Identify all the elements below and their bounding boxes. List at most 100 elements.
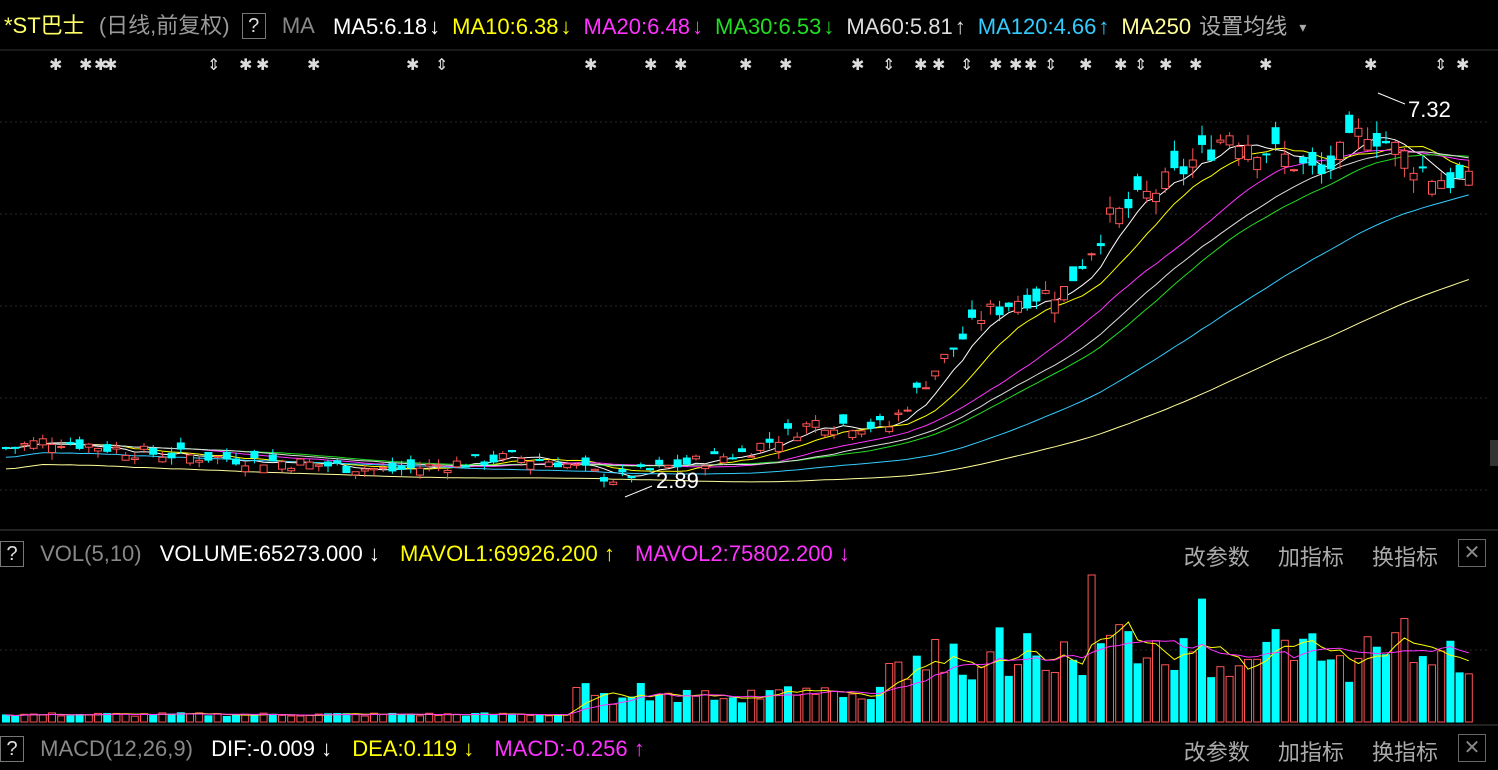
candle-body [609,481,618,485]
candle-body [655,459,664,465]
candle-body [738,448,746,453]
candle-body [406,459,415,469]
volume-bar [894,661,903,723]
volume-bar [793,694,802,723]
candle-body [830,429,838,436]
candle-body [581,457,590,466]
candle-body [1041,290,1050,294]
vol-switch-button[interactable]: 换指标 [1371,545,1438,570]
volume-bar [692,695,700,723]
volume-bar [1345,681,1354,723]
candle-body [1446,172,1455,189]
candle-body [554,462,562,468]
event-marker-icon: ✱ [1189,55,1202,74]
candle-body [434,464,443,467]
ma-line [5,148,1469,468]
candle-body [1115,207,1124,225]
volume-bar [471,713,480,723]
candle-body [130,457,139,460]
event-marker-icon: ⇕ [1434,55,1447,74]
candle-body [259,464,268,474]
macd-add-button[interactable]: 加指标 [1277,740,1344,765]
candle-body [342,465,351,473]
macd-indicator-name: MACD(12,26,9) [40,736,193,762]
volume-bar [1115,624,1124,723]
candle-body [664,464,673,468]
candle-body [848,430,857,439]
candle-body [1464,170,1473,186]
candle-body [425,463,434,467]
volume-bar [866,699,875,723]
event-marker-icon: ✱ [584,55,597,74]
event-marker-icon: ✱ [49,55,62,74]
candle-body [747,455,756,458]
volume-bar [1050,671,1059,723]
volume-bar [1437,650,1446,723]
volume-bar [314,713,323,723]
candle-body [370,468,378,471]
ma-settings-button[interactable]: 设置均线 ▾ [1199,13,1306,40]
volume-bar [1133,663,1142,723]
event-marker-icon: ⇕ [960,55,973,74]
volume-bar [903,678,912,723]
volume-bar [1464,673,1473,723]
vol-indicator-name: VOL(5,10) [40,541,142,567]
macd-params-button[interactable]: 改参数 [1183,740,1250,765]
candle-body [1225,135,1234,146]
volume-bar [434,714,443,723]
volume-bar [958,674,967,723]
volume-bar [84,714,93,723]
vol-close-button[interactable]: ✕ [1458,539,1486,567]
stock-name: *ST巴士 [4,13,85,39]
arrow-down-icon: ↓ [823,13,835,39]
volume-bar [425,712,434,723]
candle-body [498,453,507,460]
candle-body [1253,157,1262,171]
volume-bar [29,713,38,723]
volume-bar [370,712,378,723]
event-marker-icon: ⇕ [1134,55,1147,74]
volume-ma-line [5,621,1469,717]
candle-body [903,409,912,412]
candle-body [1409,172,1418,181]
volume-bar [57,715,66,723]
volume-bar [682,689,691,723]
candle-body [1382,140,1390,144]
candle-body [94,447,102,452]
candle-body [241,465,250,473]
candle-body [1179,166,1188,175]
candle-body [636,464,645,467]
volume-bar [710,699,719,723]
arrow-up-icon: ↑ [954,13,966,39]
macd-help-button[interactable]: ? [0,736,24,763]
candle-body [1271,127,1280,145]
volume-bar [1216,666,1225,723]
vol-add-button[interactable]: 加指标 [1277,545,1344,570]
candle-body [1308,151,1317,166]
macd-value: MACD:-0.256 [494,736,628,762]
volume-bar [186,713,194,723]
volume-bar [1060,641,1068,723]
candle-body [894,412,903,415]
macd-close-button[interactable]: ✕ [1458,734,1486,762]
high-pointer [1377,92,1406,105]
event-marker-icon: ✱ [674,55,687,74]
help-button[interactable]: ? [241,13,266,40]
volume-bar [1446,640,1455,723]
volume-bar [1244,658,1252,723]
vol-params-button[interactable]: 改参数 [1183,545,1250,570]
arrow-down-icon: ↓ [429,13,441,39]
vol-help-button[interactable]: ? [0,541,24,568]
candle-body [1170,150,1179,169]
candle-body [940,353,949,359]
arrow-down-icon: ↓ [321,736,333,762]
volume-bar [1225,675,1234,723]
volume-bar [158,712,167,723]
event-marker-icon: ✱ [1456,55,1469,74]
volume-bar [1032,655,1041,723]
volume-bar [1198,598,1206,723]
arrow-down-icon: ↓ [463,736,475,762]
candle-body [1188,159,1197,168]
macd-switch-button[interactable]: 换指标 [1371,740,1438,765]
volume-bar [443,713,452,723]
